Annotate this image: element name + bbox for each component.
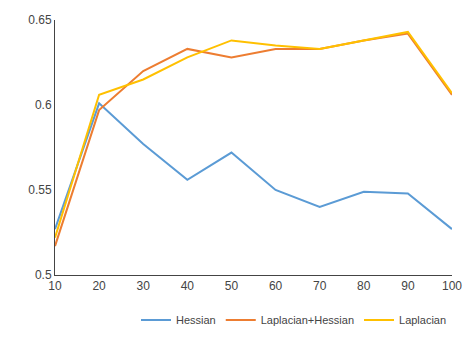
svg-text:0.5: 0.5 <box>35 268 52 282</box>
svg-text:50: 50 <box>225 279 239 293</box>
svg-text:60: 60 <box>269 279 283 293</box>
svg-text:Hessian: Hessian <box>176 314 216 326</box>
svg-text:40: 40 <box>181 279 195 293</box>
svg-text:20: 20 <box>92 279 106 293</box>
svg-text:100: 100 <box>442 279 462 293</box>
svg-text:0.6: 0.6 <box>35 98 52 112</box>
svg-text:0.55: 0.55 <box>28 183 52 197</box>
svg-text:10: 10 <box>48 279 62 293</box>
svg-text:Laplacian: Laplacian <box>399 314 446 326</box>
svg-text:90: 90 <box>401 279 415 293</box>
svg-text:0.65: 0.65 <box>28 13 52 27</box>
svg-text:80: 80 <box>357 279 371 293</box>
svg-text:30: 30 <box>137 279 151 293</box>
svg-text:Laplacian+Hessian: Laplacian+Hessian <box>261 314 354 326</box>
svg-text:70: 70 <box>313 279 327 293</box>
